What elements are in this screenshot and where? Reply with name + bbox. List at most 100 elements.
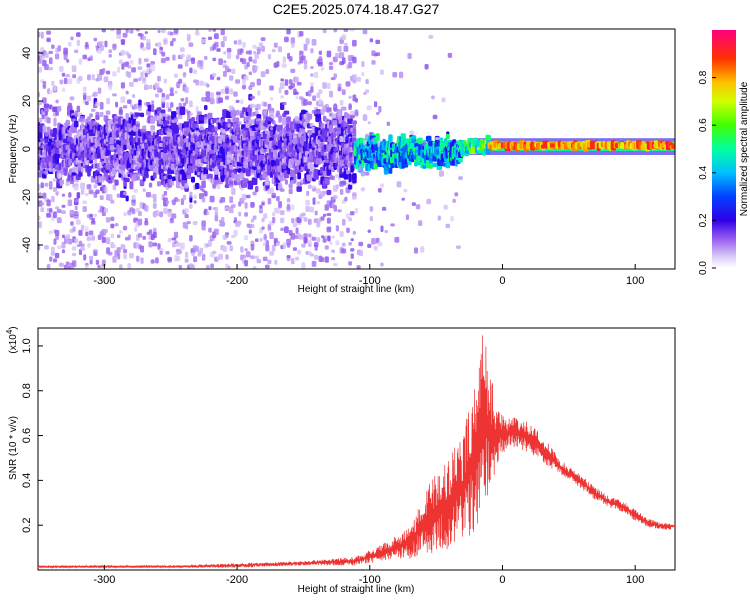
heat-cell [235, 127, 241, 132]
heat-cell [165, 102, 170, 109]
heat-cell [101, 59, 106, 64]
heat-cell [235, 109, 240, 116]
heat-cell [362, 114, 368, 122]
heat-cell [143, 58, 149, 63]
heat-cell [159, 120, 163, 125]
heat-cell [256, 78, 261, 86]
heat-cell [254, 255, 259, 260]
heat-cell [237, 39, 242, 46]
heat-cell [339, 231, 344, 238]
heat-cell [91, 74, 95, 81]
heat-cell [191, 57, 195, 62]
heat-cell [95, 259, 100, 265]
heat-cell [117, 252, 121, 260]
y-tick-label: -20 [21, 189, 33, 205]
x-tick-label: -300 [93, 574, 115, 586]
heat-cell [284, 36, 289, 43]
heat-cell [299, 31, 304, 37]
heat-cell [80, 246, 85, 251]
heat-cell [347, 184, 353, 190]
heat-cell [352, 123, 357, 131]
heat-cell [384, 229, 388, 234]
heat-cell [365, 89, 370, 94]
heat-cell [214, 126, 219, 132]
heat-cell [231, 187, 236, 195]
heat-cell [199, 60, 204, 67]
heat-cell [428, 35, 434, 39]
heat-cell [83, 94, 87, 101]
heat-cell [225, 88, 229, 94]
heat-cell [315, 110, 321, 115]
heat-cell [346, 113, 350, 120]
heat-cell [214, 206, 219, 212]
heat-cell [150, 61, 156, 65]
y-tick-label: -40 [21, 237, 33, 253]
heat-cell [72, 167, 76, 173]
heat-cell [146, 63, 151, 68]
heat-cell [390, 163, 395, 169]
heat-cell [323, 213, 327, 217]
heat-cell [380, 262, 384, 267]
heat-cell [119, 230, 123, 234]
heat-cell [61, 87, 66, 92]
heat-cell [105, 217, 111, 223]
heat-cell [76, 192, 81, 199]
heat-cell [46, 212, 52, 218]
heat-cell [67, 102, 72, 107]
x-tick-label: 0 [499, 574, 505, 586]
heat-cell [249, 81, 255, 87]
heat-cell [46, 126, 51, 131]
heat-cell [365, 133, 369, 140]
heat-cell [137, 218, 143, 226]
heat-cell [380, 183, 384, 188]
heat-cell [44, 52, 49, 58]
heat-cell [339, 189, 344, 195]
heat-cell [110, 223, 115, 229]
heat-cell [136, 255, 140, 262]
y-tick-label: 20 [21, 95, 33, 107]
heat-cell [52, 177, 58, 182]
heat-cell [310, 66, 314, 70]
heat-cell [186, 54, 192, 60]
heat-cell [256, 120, 262, 126]
heat-cell [54, 53, 60, 60]
heat-cell [352, 39, 357, 47]
heat-cell [122, 32, 128, 38]
heat-cell [134, 112, 141, 117]
heat-cell [485, 147, 491, 155]
heat-cell [341, 106, 347, 111]
heat-cell [306, 190, 310, 196]
heat-cell [170, 40, 174, 47]
heat-cell [175, 242, 181, 247]
heat-cell [88, 230, 94, 236]
heat-cell [76, 32, 81, 38]
snr-series-line [38, 335, 675, 570]
heat-cell [114, 115, 119, 119]
heat-cell [337, 209, 342, 213]
heat-cell [252, 44, 257, 49]
heat-cell [326, 226, 332, 233]
heat-cell [189, 67, 193, 74]
heat-cell [411, 138, 417, 144]
heat-cell [44, 138, 49, 144]
heat-cell [233, 229, 238, 237]
heat-cell [356, 76, 362, 82]
heat-cell [70, 221, 74, 226]
heat-cell [85, 231, 89, 237]
heat-cell [257, 90, 261, 96]
heat-cell [326, 217, 331, 224]
heat-cell [184, 251, 189, 258]
heat-cell [320, 122, 325, 130]
heat-cell [186, 174, 192, 179]
heat-cell [65, 181, 70, 187]
heat-cell [280, 217, 285, 224]
heat-cell [250, 218, 255, 223]
heat-cell [161, 96, 166, 102]
heat-cell [333, 204, 338, 212]
colorbar-tick-label: 0.6 [698, 118, 709, 132]
heat-cell [341, 248, 347, 254]
heat-cell [159, 88, 163, 93]
heat-cell [116, 29, 121, 34]
heat-cell [339, 52, 345, 59]
heat-cell [229, 88, 234, 95]
